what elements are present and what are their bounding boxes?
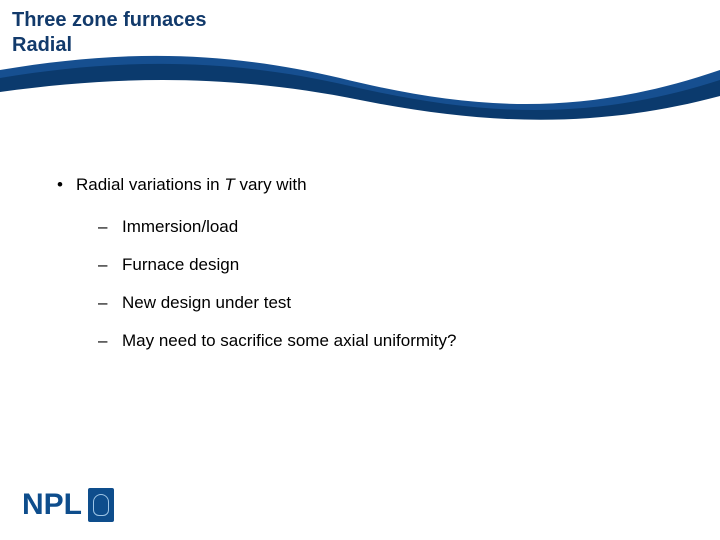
title-line-1: Three zone furnaces <box>12 8 207 33</box>
sub-bullet: – Immersion/load <box>98 217 680 237</box>
logo-text: NPL <box>22 488 82 522</box>
sub-bullet-text: Furnace design <box>122 255 239 275</box>
sub-bullet: – New design under test <box>98 293 680 313</box>
dash-icon: – <box>98 217 118 237</box>
sub-bullet: – Furnace design <box>98 255 680 275</box>
main-bullet-text: Radial variations in T vary with <box>76 175 307 195</box>
dash-icon: – <box>98 255 118 275</box>
main-bullet-italic: T <box>224 175 234 194</box>
bullet-icon: • <box>50 175 70 195</box>
content-area: • Radial variations in T vary with – Imm… <box>50 175 680 369</box>
dash-icon: – <box>98 331 118 351</box>
sub-bullet-text: May need to sacrifice some axial uniform… <box>122 331 456 351</box>
title-line-2: Radial <box>12 33 207 58</box>
sub-bullet-text: Immersion/load <box>122 217 238 237</box>
sub-bullet-text: New design under test <box>122 293 291 313</box>
main-bullet-suffix: vary with <box>235 175 307 194</box>
logo-badge-icon <box>88 488 114 522</box>
dash-icon: – <box>98 293 118 313</box>
npl-logo: NPL <box>22 488 114 522</box>
slide-titles: Three zone furnaces Radial <box>12 8 207 58</box>
sub-bullet: – May need to sacrifice some axial unifo… <box>98 331 680 351</box>
main-bullet-prefix: Radial variations in <box>76 175 224 194</box>
header-band: Three zone furnaces Radial <box>0 0 720 130</box>
main-bullet: • Radial variations in T vary with <box>50 175 680 195</box>
sub-bullet-list: – Immersion/load – Furnace design – New … <box>98 217 680 351</box>
